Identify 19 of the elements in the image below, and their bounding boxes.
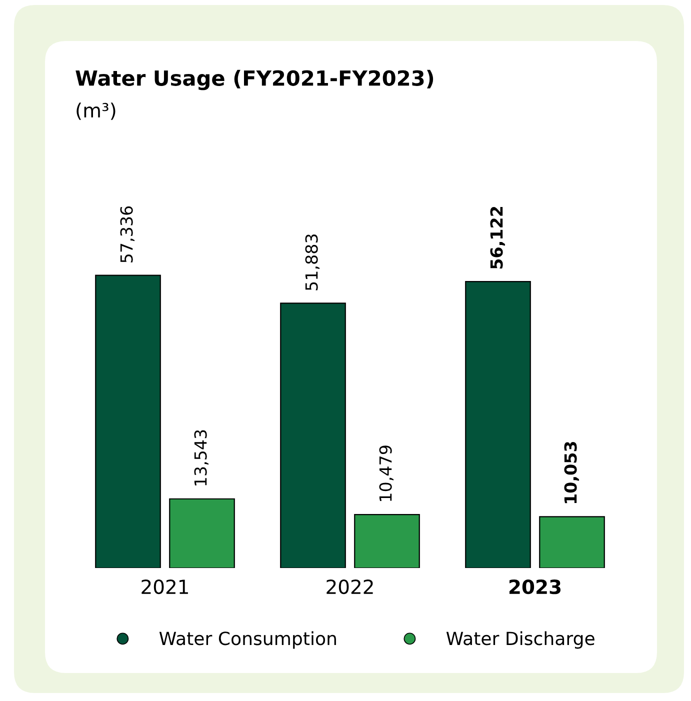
data-label: 57,336 [120, 206, 135, 262]
data-label: 10,053 [564, 442, 579, 504]
x-tick-label: 2021 [142, 579, 188, 594]
chart-subtitle: (m³) [76, 102, 116, 120]
data-label: 51,883 [305, 234, 320, 290]
data-label: 10,479 [379, 446, 394, 501]
x-tick-label: 2023 [509, 579, 561, 594]
bar [465, 280, 531, 568]
data-label: 13,543 [194, 430, 209, 486]
bar [95, 274, 161, 568]
bar [354, 514, 420, 568]
bar [539, 516, 605, 568]
x-tick-label: 2022 [326, 579, 373, 594]
bar [280, 302, 346, 568]
legend-label: Water Consumption [159, 631, 336, 649]
chart-title: Water Usage (FY2021-FY2023) [76, 70, 434, 90]
bar [169, 498, 235, 568]
data-label: 56,122 [490, 206, 505, 269]
legend-label: Water Discharge [446, 631, 594, 649]
